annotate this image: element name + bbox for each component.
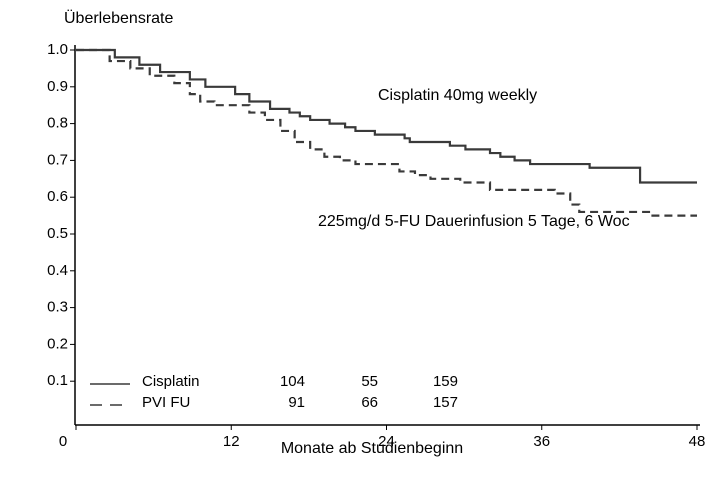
y-tick-label: 1.0 bbox=[47, 41, 68, 58]
survival-line bbox=[76, 48, 697, 217]
annotation: Cisplatin 40mg weekly bbox=[378, 87, 537, 104]
x-tick-label: 36 bbox=[533, 433, 550, 450]
x-tick-label: 12 bbox=[223, 433, 240, 450]
y-axis-label: Überlebensrate bbox=[64, 9, 174, 27]
legend-count: 91 bbox=[288, 394, 305, 411]
legend-count: 66 bbox=[361, 394, 378, 411]
legend-label: PVI FU bbox=[142, 394, 190, 411]
x-tick-label: 0 bbox=[59, 433, 67, 450]
y-tick-label: 0.3 bbox=[47, 299, 68, 316]
legend-count: 104 bbox=[280, 373, 305, 390]
y-tick-label: 0.4 bbox=[47, 262, 68, 279]
y-tick-label: 0.7 bbox=[47, 151, 68, 168]
x-axis-label: Monate ab Studienbeginn bbox=[281, 440, 463, 457]
x-tick-label: 48 bbox=[689, 433, 706, 450]
x-tick-label: 24 bbox=[378, 433, 395, 450]
y-tick-label: 0.2 bbox=[47, 335, 68, 352]
legend-count: 157 bbox=[433, 394, 458, 411]
legend-label: Cisplatin bbox=[142, 373, 200, 390]
y-tick-label: 0.8 bbox=[47, 115, 68, 132]
y-tick-label: 0.1 bbox=[47, 372, 68, 389]
legend-count: 55 bbox=[361, 373, 378, 390]
annotation: 225mg/d 5-FU Dauerinfusion 5 Tage, 6 Woc bbox=[318, 213, 630, 230]
y-tick-label: 0.9 bbox=[47, 78, 68, 95]
survival-line bbox=[76, 48, 697, 184]
y-tick-label: 0.5 bbox=[47, 225, 68, 242]
legend-count: 159 bbox=[433, 373, 458, 390]
y-tick-label: 0.6 bbox=[47, 188, 68, 205]
